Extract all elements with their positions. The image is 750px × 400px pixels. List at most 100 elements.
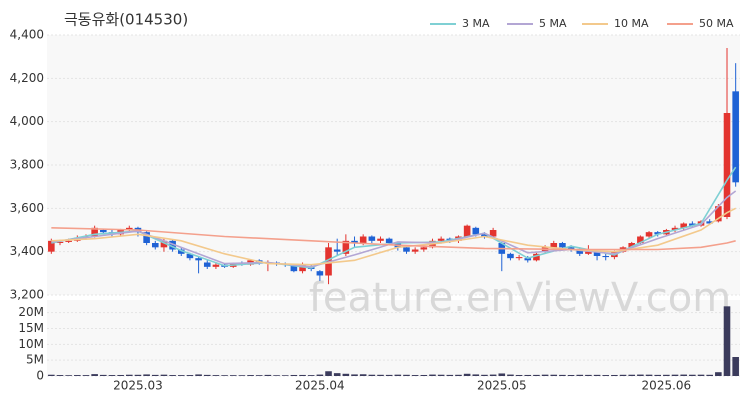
chart-title: 극동유화(014530): [64, 11, 188, 29]
volume-bar: [151, 374, 159, 376]
candle-body: [689, 223, 696, 226]
volume-bar: [74, 375, 81, 376]
ma-line: [51, 190, 737, 268]
candle-body: [160, 240, 168, 248]
legend-label: 3 MA: [462, 17, 490, 30]
volume-bar: [663, 374, 670, 376]
y-tick-label: 4,400: [10, 28, 44, 42]
legend-label: 5 MA: [539, 17, 567, 30]
volume-bar: [264, 374, 272, 376]
y-tick-label: 4,200: [10, 71, 44, 85]
volume-bar: [481, 374, 488, 376]
volume-bar: [515, 374, 523, 376]
volume-bar: [290, 374, 298, 376]
volume-bar: [411, 375, 419, 376]
volume-bar: [602, 375, 610, 376]
candle-body: [186, 253, 194, 259]
candle-body: [481, 234, 488, 237]
candle-body: [671, 227, 679, 230]
candle-body: [489, 230, 497, 237]
x-tick-label: 2025.03: [113, 379, 163, 393]
volume-bar: [299, 374, 306, 376]
volume-bar: [385, 374, 393, 376]
candle-body: [203, 262, 211, 267]
volume-bar: [368, 374, 376, 376]
candle-body: [420, 247, 428, 250]
candle-body: [403, 247, 410, 252]
volume-bar: [177, 375, 185, 376]
volume-bar: [680, 374, 687, 376]
volume-bar: [689, 374, 696, 376]
candle-body: [290, 264, 298, 272]
candle-body: [680, 223, 687, 228]
volume-bar: [645, 374, 653, 376]
candle-body: [628, 243, 636, 248]
y-tick-label: 4,000: [10, 114, 44, 128]
volume-tick-label: 15M: [18, 321, 44, 335]
volume-bar: [732, 357, 739, 376]
volume-bar: [186, 375, 194, 376]
candle-body: [463, 225, 471, 237]
legend-label: 50 MA: [699, 17, 734, 30]
volume-bar: [82, 375, 90, 376]
volume-bar: [273, 375, 280, 376]
volume-bar: [723, 306, 731, 376]
candle-body: [342, 240, 350, 254]
candle-body: [576, 249, 584, 254]
volume-bar: [593, 374, 601, 376]
volume-bar: [671, 374, 679, 376]
volume-bar: [637, 374, 644, 376]
volume-bar: [541, 374, 549, 376]
ma-line: [51, 227, 736, 251]
candle-body: [151, 243, 159, 248]
volume-bar: [325, 371, 332, 376]
y-tick-label: 3,800: [10, 158, 44, 172]
volume-bar: [255, 375, 263, 376]
candle-body: [195, 258, 202, 261]
volume-bar: [169, 375, 176, 376]
candle-body: [602, 256, 610, 258]
volume-bar: [108, 375, 116, 376]
candle-body: [559, 243, 566, 248]
candle-body: [169, 240, 176, 250]
candle-body: [515, 257, 523, 259]
volume-bar: [91, 374, 98, 376]
volume-bar: [134, 374, 142, 376]
volume-bar: [238, 375, 246, 376]
candle-body: [411, 249, 419, 252]
volume-bar: [316, 374, 324, 376]
volume-bar: [342, 373, 350, 376]
candle-body: [385, 238, 393, 243]
candle-body: [715, 206, 722, 222]
volume-bar: [420, 374, 428, 376]
candle-body: [637, 236, 644, 243]
volume-bar: [48, 374, 55, 376]
x-tick-label: 2025.04: [295, 379, 345, 393]
volume-bar: [160, 374, 168, 376]
candle-body: [645, 232, 653, 237]
volume-bar: [697, 374, 705, 376]
candle-body: [299, 264, 306, 272]
candle-body: [48, 240, 55, 252]
y-tick-label: 3,200: [10, 288, 44, 302]
candle-body: [212, 264, 220, 267]
candle-body: [732, 91, 739, 183]
x-tick-label: 2025.06: [642, 379, 692, 393]
volume-bar: [654, 374, 661, 376]
volume-bar: [706, 374, 713, 376]
candle-body: [706, 221, 713, 224]
candle-body: [723, 113, 731, 217]
volume-tick-label: 20M: [18, 305, 44, 319]
candle-body: [65, 240, 72, 242]
volume-bar: [195, 374, 202, 376]
volume-bar: [498, 373, 506, 376]
volume-bar: [100, 374, 107, 376]
volume-bar: [524, 374, 532, 376]
x-tick-label: 2025.05: [477, 379, 527, 393]
y-tick-label: 3,400: [10, 244, 44, 258]
volume-bar: [247, 375, 254, 376]
candle-body: [359, 236, 367, 243]
volume-bar: [611, 374, 618, 376]
volume-bar: [567, 374, 575, 376]
volume-bar: [455, 374, 462, 376]
